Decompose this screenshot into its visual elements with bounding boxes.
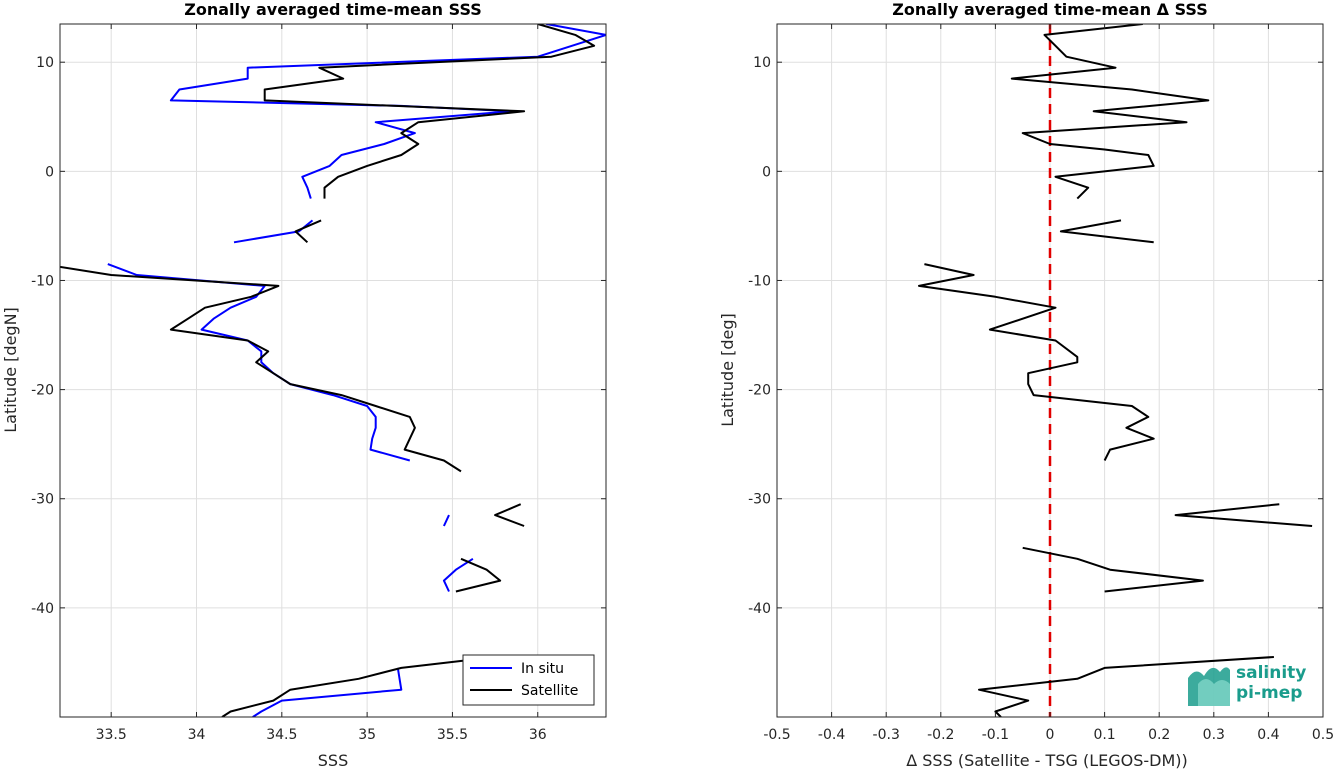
right-series-delta-line bbox=[1174, 503, 1313, 527]
left-plot-lines bbox=[60, 24, 606, 717]
left-series-in-situ-line bbox=[233, 219, 314, 244]
salinity-pi-mep-logo: salinity pi-mep bbox=[1188, 663, 1306, 706]
legend-satellite-label: Satellite bbox=[521, 683, 578, 699]
left-xtick-label: 34.5 bbox=[266, 727, 297, 743]
left-series-in-situ-line bbox=[169, 24, 606, 199]
right-chart-title: Zonally averaged time-mean Δ SSS bbox=[892, 0, 1208, 19]
left-x-axis-label: SSS bbox=[318, 751, 348, 769]
left-ticks: 33.5 34 34.5 35 35.5 36 10 0 -10 -20 -30 -40 bbox=[31, 24, 606, 743]
left-series-satellite-line bbox=[263, 24, 596, 199]
left-ytick-label: -10 bbox=[31, 273, 54, 289]
left-xtick-label: 33.5 bbox=[96, 727, 127, 743]
left-xtick-label: 35 bbox=[358, 727, 376, 743]
right-xtick-label: 0.4 bbox=[1257, 727, 1279, 743]
left-xtick-label: 36 bbox=[529, 727, 547, 743]
left-ytick-label: -20 bbox=[31, 383, 54, 399]
left-axes-frame bbox=[59, 23, 607, 718]
right-ytick-label: -20 bbox=[748, 383, 771, 399]
left-ytick-label: -30 bbox=[31, 492, 54, 508]
left-ytick-label: 0 bbox=[45, 164, 54, 180]
right-series-delta-line bbox=[1010, 24, 1210, 200]
legend-box bbox=[462, 654, 595, 706]
right-xtick-label: -0.4 bbox=[818, 727, 845, 743]
right-ytick-label: 10 bbox=[753, 55, 771, 71]
right-plot-lines bbox=[918, 24, 1313, 717]
left-series-in-situ-line bbox=[252, 667, 403, 717]
right-ytick-label: 0 bbox=[762, 164, 771, 180]
right-series-delta-line bbox=[918, 263, 1155, 461]
right-series-delta-line bbox=[1022, 546, 1204, 593]
right-xtick-label: 0.3 bbox=[1203, 727, 1225, 743]
left-ytick-label: 10 bbox=[36, 55, 54, 71]
right-series-delta-line bbox=[978, 656, 1274, 717]
right-ytick-label: -30 bbox=[748, 492, 771, 508]
right-xtick-label: 0 bbox=[1046, 727, 1055, 743]
left-series-in-situ-line bbox=[107, 263, 411, 462]
right-xtick-label: -0.5 bbox=[763, 727, 790, 743]
left-series-satellite-line bbox=[455, 557, 502, 593]
right-ytick-label: -10 bbox=[748, 273, 771, 289]
right-chart: -0.5 -0.4 -0.3 -0.2 -0.1 0 0.1 0.2 0.3 0.4 0.5 10 0 -… bbox=[718, 0, 1334, 769]
logo-line2: pi-mep bbox=[1236, 683, 1302, 703]
left-chart-title: Zonally averaged time-mean SSS bbox=[184, 0, 482, 19]
right-xtick-label: -0.1 bbox=[982, 727, 1009, 743]
legend: In situ Satellite bbox=[462, 654, 595, 706]
left-series-satellite-line bbox=[221, 656, 496, 717]
left-grid bbox=[60, 24, 606, 717]
right-ticks: -0.5 -0.4 -0.3 -0.2 -0.1 0 0.1 0.2 0.3 0.4 0.5 10 0 -… bbox=[748, 24, 1334, 743]
left-series-in-situ-line bbox=[442, 514, 450, 527]
right-series-delta-line bbox=[1059, 219, 1154, 244]
left-xtick-label: 34 bbox=[188, 727, 206, 743]
right-ytick-label: -40 bbox=[748, 601, 771, 617]
right-xtick-label: 0.5 bbox=[1312, 727, 1334, 743]
left-series-in-situ-line bbox=[442, 557, 474, 592]
right-xtick-label: -0.3 bbox=[873, 727, 900, 743]
left-chart: 33.5 34 34.5 35 35.5 36 10 0 -10 -20 -30 -40 Zonall… bbox=[1, 0, 607, 769]
left-series-satellite-line bbox=[294, 219, 322, 244]
right-xtick-label: -0.2 bbox=[927, 727, 954, 743]
right-xtick-label: 0.1 bbox=[1093, 727, 1115, 743]
right-x-axis-label: Δ SSS (Satellite - TSG (LEGOS-DM)) bbox=[906, 751, 1188, 769]
right-y-axis-label: Latitude [deg] bbox=[718, 313, 737, 427]
legend-in-situ-label: In situ bbox=[521, 661, 564, 677]
left-xtick-label: 35.5 bbox=[437, 727, 468, 743]
left-series-satellite-line bbox=[60, 265, 462, 473]
logo-line1: salinity bbox=[1236, 663, 1306, 683]
left-series-satellite-line bbox=[494, 503, 525, 527]
right-xtick-label: 0.2 bbox=[1148, 727, 1170, 743]
left-ytick-label: -40 bbox=[31, 601, 54, 617]
left-y-axis-label: Latitude [degN] bbox=[1, 307, 20, 433]
logo-waves-highlight-icon bbox=[1198, 679, 1230, 706]
